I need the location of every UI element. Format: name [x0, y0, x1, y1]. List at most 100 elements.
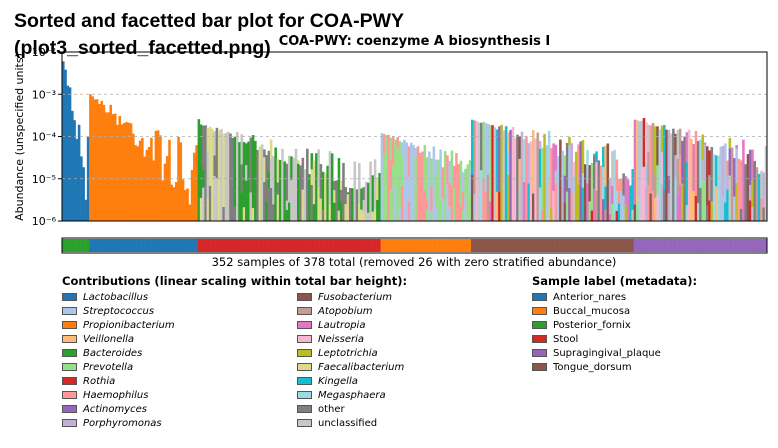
bar-segment — [385, 135, 388, 166]
bar-segment — [527, 143, 531, 184]
bar-segment — [367, 212, 370, 221]
taxa-legend: Contributions (linear scaling within tot… — [62, 274, 522, 430]
sample-strip-cell — [484, 239, 488, 252]
bar-segment — [730, 147, 734, 221]
bar-segment — [760, 170, 763, 198]
sample-strip-cell — [452, 239, 456, 252]
bar-segment — [68, 87, 72, 221]
sample-strip-cell — [552, 239, 555, 252]
bar-segment — [608, 177, 612, 214]
bar-segment — [674, 177, 677, 221]
bar-segment — [595, 190, 598, 221]
bar-segment — [701, 160, 705, 181]
bar-segment — [258, 146, 262, 198]
sample-strip-cell — [154, 239, 158, 252]
bar-segment — [335, 180, 338, 221]
taxa-legend-swatch — [297, 391, 312, 399]
bar-segment — [371, 175, 375, 212]
bar-segment — [283, 161, 286, 221]
sample-legend-title: Sample label (metadata): — [532, 274, 698, 288]
bar-segment — [489, 124, 492, 202]
sample-strip-cell — [620, 239, 623, 252]
sample-legend-swatch — [532, 363, 547, 371]
bar-segment — [696, 140, 700, 204]
bar-segment — [651, 191, 655, 221]
sample-strip-cell — [760, 239, 763, 252]
bar-segment — [452, 206, 456, 221]
sample-strip-cell — [635, 239, 639, 252]
bar-segment — [430, 158, 433, 187]
bar-segment — [104, 112, 108, 221]
taxa-legend-swatch — [62, 349, 77, 357]
taxa-legend-swatch — [62, 321, 77, 329]
bar-segment — [238, 142, 241, 221]
sample-strip-cell — [66, 239, 70, 252]
bar-segment — [611, 151, 614, 186]
sample-legend-items: Anterior_nares Buccal_mucosa Posterior_for… — [532, 290, 772, 374]
bar-segment — [452, 165, 456, 189]
sample-strip-cell — [260, 239, 264, 252]
bar-segment — [735, 182, 738, 221]
bar-segment — [339, 180, 343, 190]
bar-segment — [285, 163, 289, 201]
bar-segment — [330, 153, 334, 221]
bar-segment — [457, 163, 460, 221]
sample-strip-cell — [394, 239, 397, 252]
bar-segment — [326, 165, 329, 221]
sample-strip-cell — [755, 239, 759, 252]
bar-segment — [507, 132, 510, 153]
taxa-legend-item: Lautropia — [297, 318, 404, 332]
bar-segment — [654, 197, 657, 221]
bar-segment — [690, 138, 693, 221]
sample-legend-item: Stool — [532, 332, 772, 346]
bar-segment — [468, 194, 472, 221]
bar-segment — [522, 182, 526, 221]
bar-segment — [511, 126, 515, 221]
sample-strip-cell — [708, 239, 711, 252]
sample-strip-cell — [470, 239, 474, 252]
bar-segment — [242, 207, 246, 221]
bar-segment — [344, 204, 348, 221]
bar-segment — [563, 155, 567, 176]
sample-strip-cell — [516, 239, 519, 252]
bar-segment — [215, 178, 219, 221]
bar-segment — [245, 165, 248, 181]
bar-segment — [509, 129, 512, 221]
bar-segment — [333, 190, 336, 203]
bar-segment — [416, 201, 420, 221]
bar-segment — [367, 182, 370, 213]
sample-legend-swatch — [532, 321, 547, 329]
sample-strip-cell — [215, 239, 219, 252]
bar-segment — [735, 145, 738, 149]
bar-segment — [538, 148, 542, 188]
sample-strip-cell — [181, 239, 185, 252]
bar-segment — [294, 148, 298, 221]
bar-segment — [502, 130, 506, 221]
sample-strip-cell — [299, 239, 302, 252]
bar-segment — [348, 187, 352, 210]
bar-segment — [208, 185, 212, 221]
bar-segment — [206, 127, 210, 151]
bar-segment — [251, 207, 255, 221]
bar-segment — [111, 114, 115, 221]
taxa-legend-swatch — [297, 377, 312, 385]
taxa-legend-label: Lautropia — [318, 319, 366, 331]
sample-strip-cell — [525, 239, 528, 252]
bar-segment — [760, 197, 763, 221]
taxa-legend-swatch — [297, 405, 312, 413]
bar-segment — [482, 147, 485, 179]
sample-legend-item: Buccal_mucosa — [532, 304, 772, 318]
bar-segment — [667, 129, 671, 176]
sample-strip-cell — [694, 239, 698, 252]
taxa-legend-item: unclassified — [297, 416, 404, 430]
bar-segment — [276, 182, 280, 195]
bar-segment — [547, 176, 551, 221]
sample-strip-cell — [638, 239, 641, 252]
sample-strip-cell — [373, 239, 377, 252]
bar-segment — [468, 169, 472, 195]
sample-strip-cell — [245, 239, 248, 252]
sample-strip-cell — [742, 239, 745, 252]
sample-strip-cell — [629, 239, 632, 252]
bar-segment — [138, 140, 142, 221]
